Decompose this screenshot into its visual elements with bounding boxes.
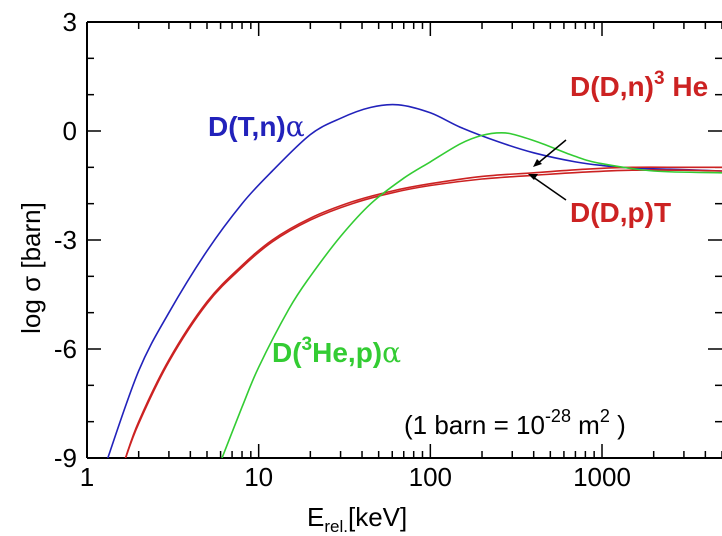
- curves: [106, 103, 722, 458]
- y-tick-label: -6: [54, 334, 77, 364]
- x-axis-title-sub: rel.: [324, 517, 348, 536]
- x-tick-label: 10: [244, 462, 273, 492]
- curve-ddn-he3: [124, 166, 722, 458]
- y-axis-title: log σ [barn]: [16, 202, 46, 334]
- x-axis-ticks: 1 10 100 1000: [80, 22, 722, 492]
- curve-dhe3p-alpha: [221, 131, 722, 458]
- y-tick-label: -3: [54, 225, 77, 255]
- curve-ddp-t: [124, 169, 722, 458]
- arrow-ddp: [528, 174, 567, 201]
- label-ddp-t: D(D,p)T: [570, 197, 671, 228]
- y-tick-label: 3: [63, 7, 77, 37]
- x-tick-label: 1: [80, 462, 94, 492]
- x-axis-title-unit: [keV]: [348, 502, 407, 532]
- x-axis-title: Erel.[keV]: [307, 502, 407, 536]
- x-tick-label: 100: [409, 462, 452, 492]
- label-dtn-alpha: D(T,n)α: [208, 110, 305, 143]
- label-ddn-he3: D(D,n)3 He: [570, 68, 708, 102]
- x-tick-label: 1000: [573, 462, 631, 492]
- curve-dtn-alpha: [106, 103, 722, 458]
- y-tick-label: -9: [54, 443, 77, 473]
- y-axis-ticks: 3 0 -3 -6 -9: [54, 7, 722, 473]
- y-tick-label: 0: [63, 116, 77, 146]
- barn-note: (1 barn = 10-28 m2 ): [404, 406, 626, 440]
- arrow-ddn: [533, 139, 567, 167]
- label-dhe3p-alpha: D(3He,p)α: [272, 334, 401, 369]
- x-axis-title-main: E: [307, 502, 324, 532]
